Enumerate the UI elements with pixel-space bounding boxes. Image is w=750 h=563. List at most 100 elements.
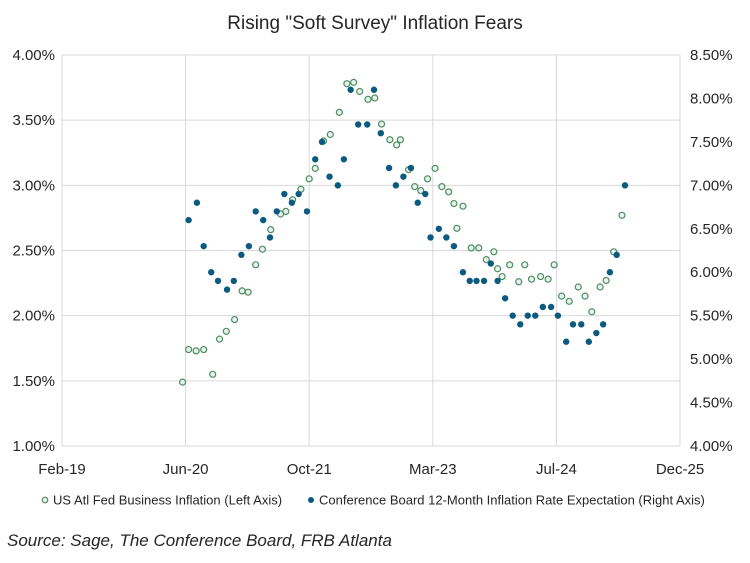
- data-point: [245, 242, 253, 250]
- data-point: [482, 256, 490, 264]
- data-point: [230, 315, 239, 324]
- data-point: [480, 277, 488, 285]
- data-point: [200, 345, 208, 354]
- data-point: [400, 173, 407, 180]
- left-axis-tick-label: 2.00%: [12, 308, 55, 325]
- left-axis-ticks: 1.00% 1.50% 2.00% 2.50% 3.00% 3.50% 4.00%: [12, 47, 55, 455]
- data-point: [509, 312, 516, 319]
- right-axis-tick-label: 8.00%: [690, 90, 733, 107]
- data-point: [423, 175, 432, 183]
- data-point: [422, 190, 429, 198]
- data-point: [185, 345, 193, 354]
- data-point: [450, 242, 458, 250]
- legend-item-conference-board: Conference Board 12-Month Inflation Rate…: [308, 493, 705, 508]
- data-point: [326, 173, 333, 180]
- data-point: [396, 136, 404, 144]
- data-point: [364, 121, 371, 128]
- right-axis-tick-label: 7.50%: [690, 134, 733, 151]
- data-point: [311, 164, 319, 172]
- data-point: [414, 199, 421, 206]
- data-point: [427, 234, 434, 241]
- right-axis-ticks: 4.00% 4.50% 5.00% 5.50% 6.00% 6.50% 7.00% 7.50%…: [690, 47, 733, 455]
- left-axis-tick-label: 3.50%: [12, 112, 55, 129]
- left-axis-tick-label: 1.50%: [12, 373, 55, 390]
- data-point: [260, 216, 267, 224]
- data-point: [506, 261, 514, 269]
- data-point: [599, 321, 607, 328]
- data-point: [558, 292, 566, 300]
- gridlines: [61, 54, 681, 447]
- data-point: [554, 312, 562, 319]
- data-point: [343, 80, 351, 88]
- data-point: [544, 275, 552, 283]
- x-axis-tick-label: Mar-23: [409, 461, 457, 478]
- data-point: [281, 190, 288, 198]
- data-point: [393, 141, 401, 149]
- x-axis-tick-label: Jul-24: [536, 461, 577, 478]
- data-point: [569, 321, 577, 328]
- data-point: [335, 108, 343, 116]
- data-point: [178, 378, 187, 386]
- right-axis-tick-label: 7.00%: [690, 177, 733, 194]
- data-point: [466, 277, 473, 285]
- data-point: [498, 272, 506, 281]
- right-axis-tick-label: 4.50%: [690, 395, 733, 412]
- legend-marker-filled-circle: [308, 497, 314, 503]
- left-axis-tick-label: 2.50%: [12, 243, 55, 260]
- data-point: [501, 295, 509, 302]
- data-point: [377, 120, 386, 128]
- data-point: [606, 269, 614, 276]
- series-conference-board-expectation: [185, 86, 629, 345]
- data-point: [536, 272, 545, 281]
- data-point: [347, 86, 354, 93]
- data-point: [487, 260, 495, 267]
- data-point: [450, 199, 458, 208]
- source-note: Source: Sage, The Conference Board, FRB …: [7, 531, 392, 550]
- data-point: [385, 164, 393, 172]
- data-point: [312, 156, 319, 163]
- data-point: [494, 277, 501, 285]
- right-axis-tick-label: 5.00%: [690, 351, 733, 368]
- data-point: [562, 338, 570, 345]
- left-axis-tick-label: 1.00%: [12, 438, 55, 455]
- data-point: [340, 156, 348, 163]
- data-point: [494, 265, 502, 273]
- data-point: [515, 278, 523, 286]
- data-point: [459, 202, 467, 210]
- data-point: [392, 182, 400, 189]
- data-point: [267, 226, 275, 234]
- data-point: [354, 121, 362, 128]
- data-point: [467, 244, 475, 252]
- data-point: [593, 329, 600, 337]
- data-point: [370, 86, 378, 93]
- data-point: [475, 244, 483, 252]
- data-point: [266, 234, 274, 241]
- data-point: [527, 275, 536, 283]
- x-axis-tick-label: Feb-19: [38, 461, 86, 478]
- data-point: [244, 288, 252, 296]
- x-axis-ticks: Feb-19 Jun-20 Oct-21 Mar-23 Jul-24 Dec-25: [38, 461, 704, 478]
- data-point: [305, 175, 313, 183]
- data-point: [585, 338, 593, 345]
- data-point: [578, 321, 585, 328]
- data-point: [539, 303, 547, 311]
- series-atl-fed-business-inflation: [178, 78, 626, 386]
- data-point: [252, 261, 260, 269]
- data-point: [334, 182, 342, 189]
- data-point: [621, 182, 629, 189]
- data-point: [215, 335, 224, 343]
- data-point: [521, 261, 529, 269]
- x-axis-tick-label: Jun-20: [163, 461, 209, 478]
- data-point: [459, 269, 467, 276]
- data-point: [258, 245, 267, 253]
- data-point: [517, 321, 524, 328]
- data-point: [192, 347, 200, 355]
- data-point: [435, 225, 443, 232]
- right-axis-tick-label: 6.00%: [690, 264, 733, 281]
- data-point: [252, 208, 259, 215]
- data-point: [356, 87, 364, 96]
- data-point: [532, 312, 539, 319]
- data-point: [443, 234, 450, 241]
- data-point: [288, 199, 296, 206]
- right-axis-tick-label: 4.00%: [690, 438, 733, 455]
